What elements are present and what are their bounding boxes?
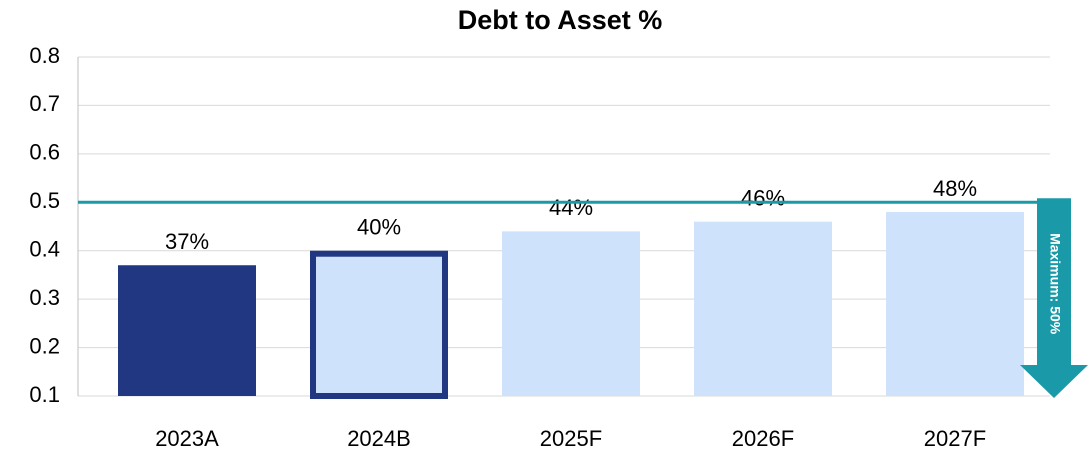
x-tick-label: 2024B <box>347 426 411 451</box>
y-tick-label: 0.4 <box>29 237 60 262</box>
x-tick-label: 2023A <box>155 426 219 451</box>
chart-title: Debt to Asset % <box>458 5 663 35</box>
x-tick-label: 2025F <box>540 426 602 451</box>
bar <box>118 265 256 396</box>
bar <box>310 250 448 399</box>
y-tick-label: 0.1 <box>29 382 60 407</box>
data-label: 40% <box>357 215 401 240</box>
y-tick-label: 0.7 <box>29 91 60 116</box>
reference-arrow <box>1020 198 1088 398</box>
y-tick-label: 0.3 <box>29 285 60 310</box>
data-label: 48% <box>933 176 977 201</box>
data-label: 37% <box>165 229 209 254</box>
bar <box>886 211 1024 396</box>
bar <box>694 221 832 396</box>
x-tick-label: 2026F <box>732 426 794 451</box>
data-label: 44% <box>549 195 593 220</box>
bar <box>502 231 640 396</box>
y-tick-label: 0.6 <box>29 140 60 165</box>
y-tick-label: 0.5 <box>29 188 60 213</box>
x-tick-label: 2027F <box>924 426 986 451</box>
data-label: 46% <box>741 185 785 210</box>
y-tick-label: 0.2 <box>29 333 60 358</box>
y-tick-label: 0.8 <box>29 43 60 68</box>
reference-label: Maximum: 50% <box>1047 233 1063 335</box>
